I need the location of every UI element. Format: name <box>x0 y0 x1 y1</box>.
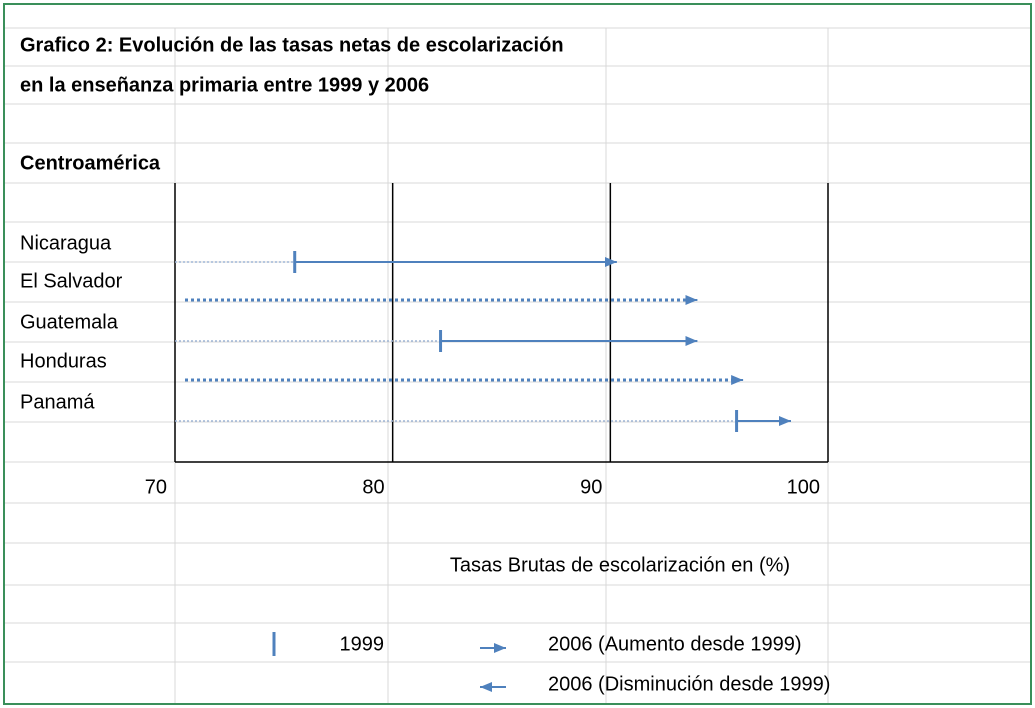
region-label: Centroamérica <box>20 152 161 174</box>
x-tick-label: 100 <box>787 476 820 498</box>
x-tick-label: 90 <box>580 476 602 498</box>
legend-label: 2006 (Disminución desde 1999) <box>548 673 830 695</box>
chart-title: Grafico 2: Evolución de las tasas netas … <box>20 34 564 56</box>
frame <box>3 3 1032 705</box>
x-tick-label: 80 <box>362 476 384 498</box>
x-axis-label: Tasas Brutas de escolarización en (%) <box>450 554 790 576</box>
category-label: Honduras <box>20 350 107 372</box>
legend-label: 1999 <box>340 633 385 655</box>
category-label: Guatemala <box>20 311 119 333</box>
cell-grid <box>5 27 1030 704</box>
x-tick-label: 70 <box>145 476 167 498</box>
category-label: Panamá <box>20 391 95 413</box>
chart-subtitle: en la enseñanza primaria entre 1999 y 20… <box>20 74 429 96</box>
legend-label: 2006 (Aumento desde 1999) <box>548 633 802 655</box>
category-label: Nicaragua <box>20 232 112 254</box>
category-label: El Salvador <box>20 270 123 292</box>
